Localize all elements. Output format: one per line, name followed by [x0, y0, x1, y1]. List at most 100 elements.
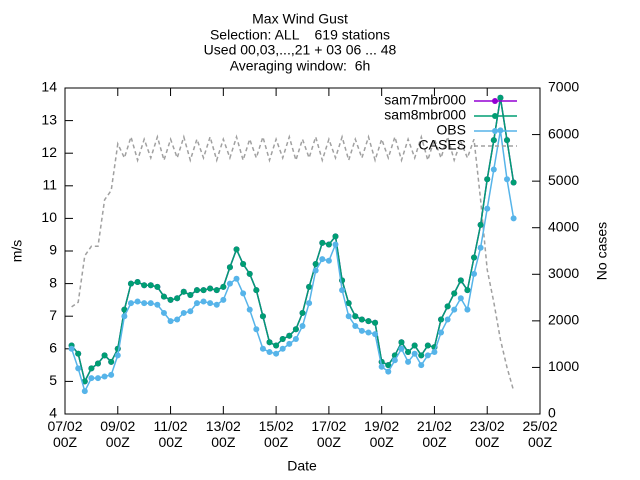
series-marker — [319, 239, 326, 246]
series-marker — [101, 352, 108, 359]
series-marker — [438, 329, 445, 336]
y-axis-label: m/s — [9, 240, 25, 263]
series-marker — [477, 244, 484, 251]
series-marker — [418, 362, 425, 369]
series-marker — [365, 329, 372, 336]
series-marker — [424, 342, 431, 349]
series-marker — [358, 327, 365, 334]
series-marker — [411, 342, 418, 349]
series-marker — [299, 309, 306, 316]
series-marker — [134, 298, 141, 305]
series-marker — [431, 349, 438, 356]
y2-tick-label: 7000 — [548, 79, 579, 95]
series-marker — [385, 368, 392, 375]
x-tick-label: 11/02 00Z — [154, 418, 188, 450]
series-marker — [141, 282, 148, 289]
series-marker — [207, 300, 214, 307]
series-marker — [160, 293, 167, 300]
series-marker — [273, 342, 280, 349]
series-marker — [510, 215, 517, 222]
series-marker — [207, 285, 214, 292]
series-marker — [339, 287, 346, 294]
chart-subtitle: Used 00,03,...,21 + 03 06 ... 48 — [204, 42, 397, 58]
y2-tick-label: 6000 — [548, 125, 579, 141]
series-marker — [497, 94, 504, 101]
legend-marker — [492, 98, 498, 104]
series-marker — [319, 256, 326, 263]
y2-axis-label: No cases — [594, 222, 610, 280]
chart-title: Max Wind Gust — [252, 11, 348, 27]
legend-marker — [492, 128, 498, 134]
series-marker — [312, 261, 319, 268]
series-marker — [259, 345, 266, 352]
series-marker — [220, 296, 227, 303]
y2-tick-label: 4000 — [548, 218, 579, 234]
series-marker — [332, 241, 339, 248]
series-marker — [88, 365, 95, 372]
legend-label: CASES — [419, 137, 466, 153]
series-marker — [174, 295, 181, 302]
y-tick-label: 7 — [49, 307, 57, 323]
y2-tick-label: 0 — [548, 405, 556, 421]
series-marker — [444, 303, 451, 310]
y2-tick-label: 3000 — [548, 265, 579, 281]
y-tick-label: 4 — [49, 405, 57, 421]
series-marker — [451, 290, 458, 297]
y-tick-label: 12 — [41, 144, 57, 160]
series-marker — [240, 261, 247, 268]
y-tick-label: 10 — [41, 209, 57, 225]
series-marker — [325, 257, 332, 264]
series-marker — [147, 282, 154, 289]
series-marker — [510, 179, 517, 186]
series-marker — [88, 375, 95, 382]
series-marker — [484, 205, 491, 212]
series-marker — [352, 313, 359, 320]
series-marker — [312, 267, 319, 274]
x-tick-label: 25/02 00Z — [522, 418, 557, 450]
series-marker — [167, 318, 174, 325]
series-marker — [108, 371, 115, 378]
series-marker — [141, 300, 148, 307]
series-marker — [213, 301, 220, 308]
series-marker — [365, 318, 372, 325]
series-marker — [226, 280, 233, 287]
series-marker — [213, 287, 220, 294]
series-marker — [187, 292, 194, 299]
series-marker — [259, 313, 266, 320]
series-marker — [286, 340, 293, 347]
series-marker — [108, 358, 115, 365]
y-tick-label: 14 — [41, 79, 57, 95]
series-marker — [160, 309, 167, 316]
series-marker — [127, 300, 134, 307]
series-marker — [424, 352, 431, 359]
series-marker — [444, 316, 451, 323]
series-marker — [94, 360, 101, 367]
series-marker — [418, 352, 425, 359]
series-marker — [372, 319, 379, 326]
series-marker — [193, 287, 200, 294]
series-marker — [411, 350, 418, 357]
series-marker — [273, 350, 280, 357]
series-marker — [226, 264, 233, 271]
legend-label: sam7mbr000 — [384, 92, 466, 108]
series-marker — [68, 345, 75, 352]
x-tick-label: 13/02 00Z — [206, 418, 241, 450]
series-marker — [451, 306, 458, 313]
series-marker — [134, 278, 141, 285]
series-marker — [266, 339, 273, 346]
x-axis-label: Date — [287, 458, 317, 474]
y-tick-label: 6 — [49, 340, 57, 356]
series-marker — [154, 283, 161, 290]
series-marker — [398, 339, 405, 346]
series-marker — [240, 290, 247, 297]
series-marker — [405, 349, 412, 356]
series-marker — [490, 166, 497, 173]
series-marker — [200, 298, 207, 305]
series-marker — [405, 358, 412, 365]
series-marker — [306, 283, 313, 290]
series-marker — [180, 288, 187, 295]
series-marker — [154, 301, 161, 308]
series-line — [70, 130, 515, 394]
series-marker — [220, 283, 227, 290]
series-marker — [114, 352, 121, 359]
